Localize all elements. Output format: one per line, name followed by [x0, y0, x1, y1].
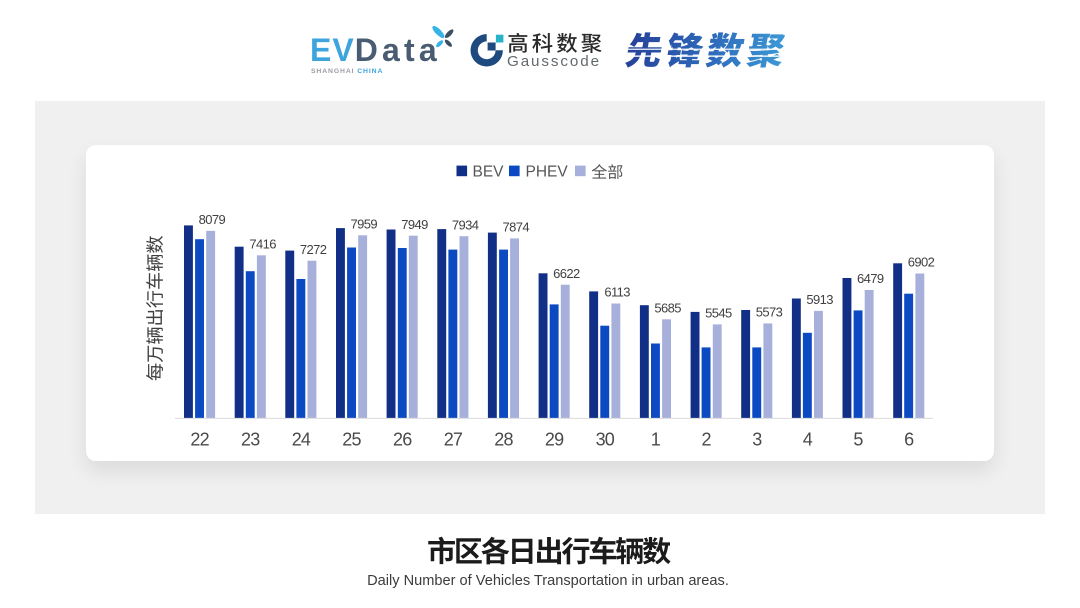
svg-text:7934: 7934	[452, 217, 479, 232]
svg-text:6113: 6113	[604, 285, 630, 300]
svg-text:7959: 7959	[351, 217, 378, 232]
svg-text:27: 27	[444, 429, 463, 449]
svg-text:5573: 5573	[756, 305, 783, 320]
svg-text:29: 29	[545, 429, 564, 449]
svg-text:30: 30	[596, 429, 615, 449]
svg-text:5913: 5913	[806, 292, 833, 307]
svg-text:6902: 6902	[908, 255, 935, 270]
svg-text:24: 24	[292, 429, 311, 449]
svg-text:1: 1	[651, 429, 661, 449]
svg-text:6479: 6479	[857, 271, 884, 286]
svg-text:7874: 7874	[503, 220, 530, 235]
svg-text:PHEV: PHEV	[526, 164, 569, 181]
svg-text:7416: 7416	[249, 237, 276, 252]
svg-text:25: 25	[342, 429, 361, 449]
svg-text:5685: 5685	[654, 301, 681, 316]
svg-text:22: 22	[190, 429, 209, 449]
svg-text:5: 5	[853, 429, 863, 449]
svg-text:BEV: BEV	[473, 164, 505, 181]
svg-text:4: 4	[803, 429, 813, 449]
svg-text:6: 6	[904, 429, 914, 449]
svg-text:28: 28	[494, 429, 513, 449]
svg-text:6622: 6622	[553, 266, 580, 281]
svg-text:8079: 8079	[199, 212, 226, 227]
svg-text:5545: 5545	[705, 306, 732, 321]
svg-text:26: 26	[393, 429, 412, 449]
svg-text:3: 3	[752, 429, 762, 449]
svg-text:7272: 7272	[300, 242, 327, 257]
svg-text:7949: 7949	[401, 217, 428, 232]
svg-text:23: 23	[241, 429, 260, 449]
svg-text:2: 2	[701, 429, 711, 449]
